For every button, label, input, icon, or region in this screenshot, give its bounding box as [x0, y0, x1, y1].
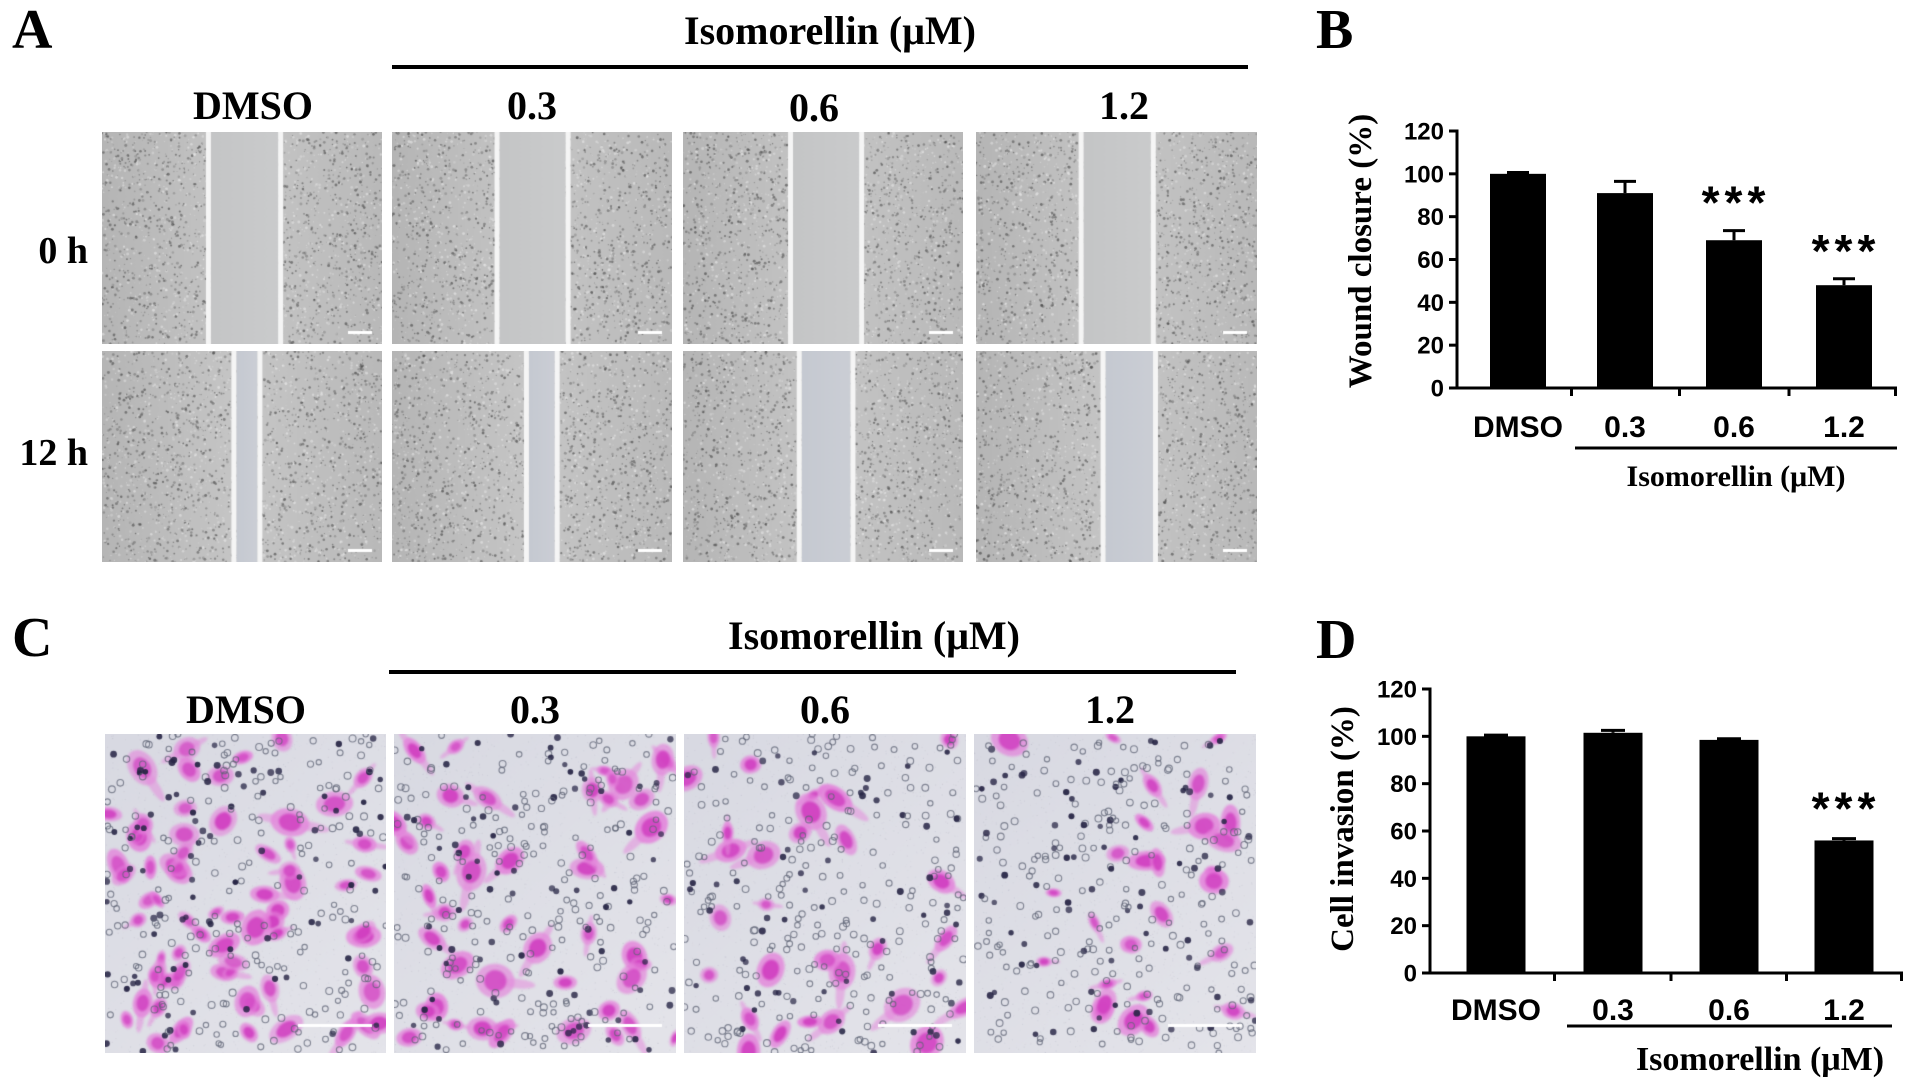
y-tick-label: 120 — [1377, 677, 1417, 704]
micrograph-invasion-1-2 — [974, 734, 1256, 1053]
x-category-label: DMSO — [1473, 411, 1563, 444]
panel-a-treatment-title: Isomorellin (μM) — [684, 8, 976, 53]
significance-marker: *** — [1812, 225, 1881, 277]
y-tick-label: 100 — [1377, 724, 1417, 751]
panel-c-treatment-title: Isomorellin (μM) — [728, 613, 1020, 658]
y-axis-label: Cell invasion (%) — [1325, 706, 1361, 952]
panel-label-c: C — [12, 607, 53, 669]
x-category-label: 1.2 — [1823, 994, 1865, 1027]
bar — [1816, 285, 1872, 388]
y-tick-label: 80 — [1390, 771, 1417, 798]
panel-c-treatment-rule — [389, 670, 1236, 674]
micrograph-invasion-0-6 — [684, 734, 966, 1053]
panel-a-row-label-12h: 12 h — [19, 432, 88, 474]
x-category-label: 1.2 — [1823, 411, 1865, 444]
y-tick-label: 20 — [1417, 333, 1444, 360]
significance-marker: *** — [1702, 177, 1771, 229]
bar — [1466, 736, 1526, 973]
bar — [1814, 840, 1874, 973]
x-category-label: 0.3 — [1592, 994, 1634, 1027]
cell-invasion-bar-chart: DMSO 0.3 0.6 1.2 0 20 40 60 80 100 120 Isomorellin … — [1325, 677, 1903, 1078]
micrograph-wound-dmso-12h — [102, 351, 382, 562]
y-tick-label: 0 — [1431, 376, 1444, 403]
micrograph-wound-dmso-0h — [102, 132, 382, 344]
x-group-label: Isomorellin (μM) — [1636, 1041, 1884, 1078]
panel-label-b: B — [1316, 0, 1354, 61]
micrograph-wound-0-6-0h — [683, 132, 963, 344]
y-tick-label: 0 — [1404, 961, 1417, 988]
micrograph-wound-0-6-12h — [683, 351, 963, 562]
panel-a-column-header-0-6: 0.6 — [789, 85, 839, 130]
bar — [1597, 193, 1653, 388]
micrograph-wound-1-2-0h — [976, 132, 1257, 344]
y-tick-label: 40 — [1390, 866, 1417, 893]
significance-marker: *** — [1812, 783, 1881, 835]
bar — [1490, 173, 1546, 388]
x-category-label: DMSO — [1451, 994, 1541, 1027]
panel-label-a: A — [12, 0, 53, 61]
x-category-label: 0.6 — [1713, 411, 1755, 444]
y-axis-label: Wound closure (%) — [1343, 114, 1379, 388]
panel-c-column-header-0-3: 0.3 — [510, 687, 560, 732]
y-tick-label: 40 — [1417, 290, 1444, 317]
panel-a-treatment-rule — [392, 65, 1248, 69]
panel-label-d: D — [1316, 609, 1357, 671]
panel-c-column-header-1-2: 1.2 — [1085, 687, 1135, 732]
wound-closure-bar-chart: DMSO 0.3 0.6 1.2 0 20 40 60 80 100 120 Isomorellin … — [1343, 114, 1897, 493]
x-category-label: 0.6 — [1708, 994, 1750, 1027]
y-tick-label: 20 — [1390, 913, 1417, 940]
micrograph-invasion-0-3 — [394, 734, 676, 1053]
panel-c-column-header-dmso: DMSO — [186, 687, 306, 732]
panel-a-row-label-0h: 0 h — [38, 230, 88, 272]
panel-a-column-header-0-3: 0.3 — [507, 83, 557, 128]
panel-c-column-header-0-6: 0.6 — [800, 687, 850, 732]
panel-a-column-header-dmso: DMSO — [193, 83, 313, 128]
micrograph-invasion-dmso — [105, 734, 386, 1053]
micrograph-wound-1-2-12h — [976, 351, 1257, 562]
bar — [1699, 739, 1759, 973]
y-tick-label: 80 — [1417, 204, 1444, 231]
y-tick-label: 100 — [1404, 161, 1444, 188]
micrograph-wound-0-3-12h — [392, 351, 672, 562]
bar — [1583, 732, 1643, 973]
y-tick-label: 120 — [1404, 119, 1444, 146]
micrograph-wound-0-3-0h — [392, 132, 672, 344]
y-tick-label: 60 — [1417, 247, 1444, 274]
x-category-label: 0.3 — [1604, 411, 1646, 444]
panel-a-column-header-1-2: 1.2 — [1099, 83, 1149, 128]
y-tick-label: 60 — [1390, 819, 1417, 846]
bar — [1706, 240, 1762, 388]
x-group-label: Isomorellin (μM) — [1627, 460, 1846, 493]
